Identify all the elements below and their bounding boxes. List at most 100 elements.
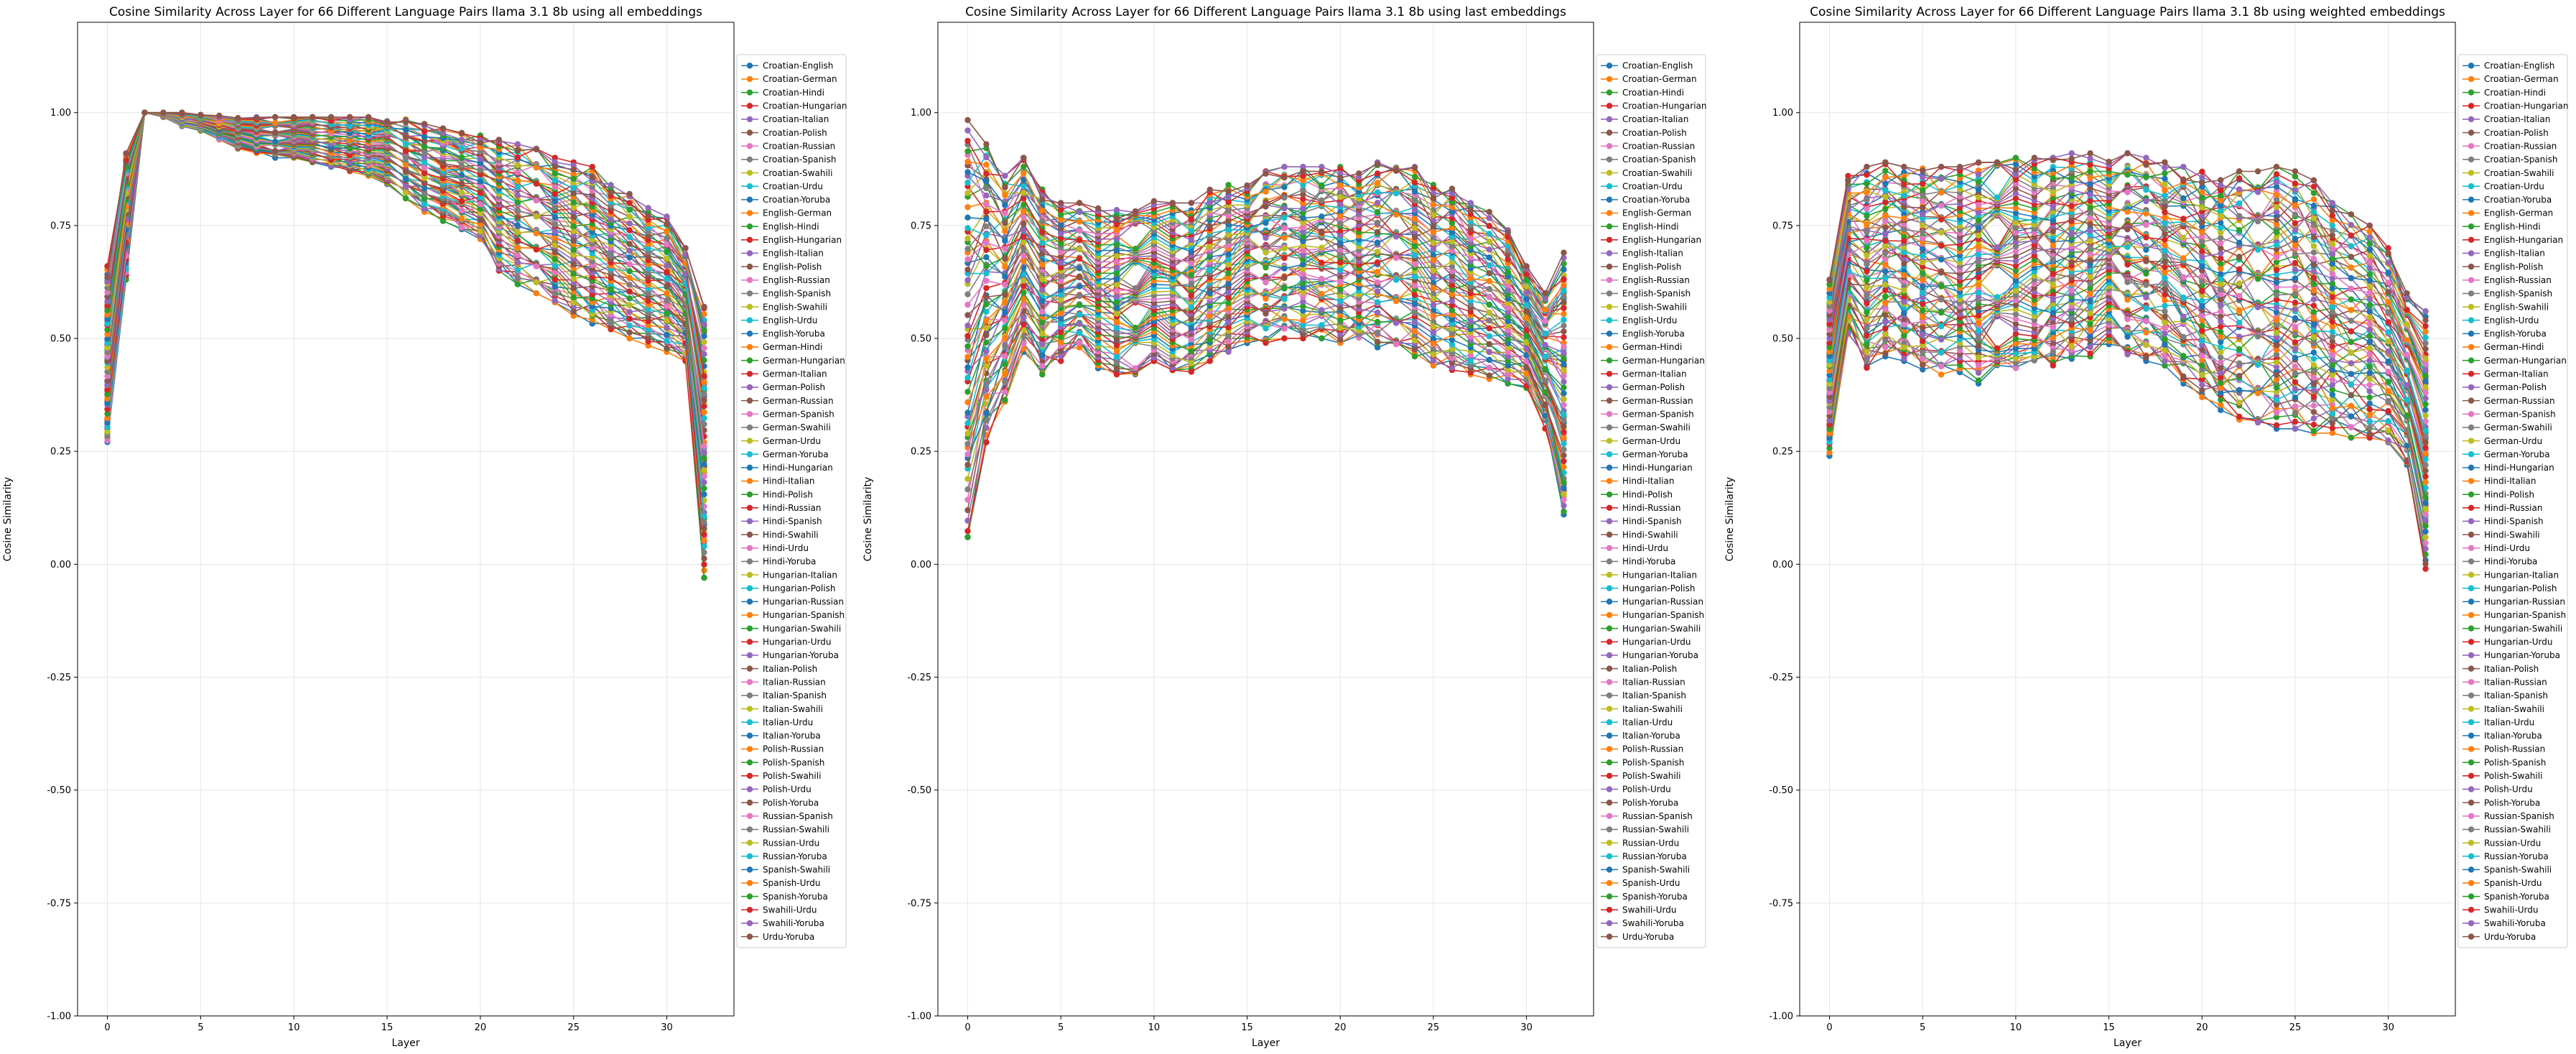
data-point [570, 213, 577, 221]
data-point [1225, 338, 1232, 345]
axes-frame [77, 22, 735, 1017]
data-point [1039, 330, 1046, 337]
data-point [1542, 389, 1548, 395]
data-point [1113, 353, 1120, 361]
data-point [1392, 277, 1400, 283]
data-point [983, 201, 990, 208]
legend-label: Croatian-Yoruba [1622, 195, 1690, 205]
data-point [1002, 246, 1008, 252]
data-point [1039, 251, 1046, 257]
data-point [983, 254, 990, 261]
series-line-croatian-hungarian [967, 323, 1565, 532]
data-point [983, 439, 990, 445]
legend-swatch-marker [746, 571, 753, 578]
data-point [1113, 336, 1120, 343]
data-point [964, 534, 971, 540]
data-point [310, 114, 316, 121]
legend-item: Croatian-German [741, 74, 837, 84]
data-point [1113, 259, 1120, 265]
data-point [514, 244, 521, 251]
data-point [1225, 280, 1232, 287]
data-point [346, 159, 353, 166]
y-tick-label: -0.75 [47, 898, 71, 909]
data-point [664, 269, 670, 275]
data-point [1002, 192, 1008, 199]
data-point [570, 285, 577, 292]
data-point [964, 169, 971, 175]
data-point [1113, 282, 1120, 288]
data-point [1225, 270, 1232, 277]
data-point [346, 130, 353, 137]
data-point [1113, 371, 1120, 378]
legend-swatch-marker [746, 545, 753, 551]
data-point [983, 170, 990, 177]
data-point [552, 170, 558, 177]
data-point [1542, 377, 1548, 384]
data-point [1561, 349, 1567, 356]
data-point [1113, 227, 1120, 234]
data-point [1188, 304, 1195, 310]
data-point [514, 281, 521, 287]
data-point [1430, 336, 1437, 342]
data-point [1300, 168, 1306, 175]
legend-item: German-Swahili [741, 422, 831, 433]
data-point [701, 339, 707, 346]
data-point [104, 307, 111, 313]
data-point [1337, 213, 1344, 220]
data-point [701, 391, 707, 397]
data-point [1505, 376, 1511, 382]
data-point [458, 180, 465, 187]
data-point [1561, 411, 1567, 418]
legend-label: German-Russian [1622, 396, 1693, 406]
legend-swatch-marker [746, 933, 753, 940]
data-point [1113, 293, 1120, 300]
data-point [964, 312, 971, 318]
data-point [1225, 343, 1232, 350]
data-point [1505, 331, 1511, 338]
legend-swatch-marker [1606, 196, 1613, 203]
data-point [477, 178, 484, 185]
data-point [964, 127, 971, 134]
data-point [1132, 324, 1139, 331]
data-point [160, 109, 167, 116]
legend-swatch-marker [746, 893, 753, 900]
data-point [1113, 241, 1120, 248]
data-point [514, 192, 521, 198]
data-point [1561, 379, 1567, 385]
data-point [1411, 337, 1418, 344]
data-point [1337, 293, 1344, 300]
data-point [1225, 262, 1232, 268]
data-point [664, 248, 670, 255]
legend-item: English-Urdu [741, 315, 817, 325]
data-point [1337, 305, 1344, 312]
data-point [1225, 348, 1232, 355]
data-point [1392, 211, 1400, 218]
data-point [104, 410, 111, 417]
data-point [1561, 323, 1567, 329]
data-point [1430, 323, 1437, 330]
legend-label: Croatian-Hindi [763, 88, 824, 98]
data-point [458, 172, 465, 178]
data-point [346, 114, 353, 121]
data-point [402, 154, 409, 161]
data-point [570, 204, 577, 211]
legend-item: German-Hungarian [741, 356, 845, 366]
legend-swatch-marker [1606, 210, 1613, 216]
data-point [1058, 241, 1064, 247]
legend-item: Polish-Spanish [741, 757, 824, 767]
legend-item: Russian-Urdu [741, 838, 819, 848]
legend-label: Hindi-Russian [763, 503, 821, 513]
x-tick-label: 15 [1241, 1022, 1253, 1033]
data-point [1002, 343, 1008, 350]
data-point [1113, 330, 1120, 337]
legend-item: Russian-Spanish [741, 811, 833, 821]
data-point [608, 182, 614, 188]
data-point [1486, 208, 1492, 216]
data-point [1020, 277, 1027, 284]
data-point [1188, 316, 1195, 323]
data-point [1002, 379, 1008, 385]
legend-item: Croatian-Russian [741, 141, 835, 151]
data-point [1561, 282, 1567, 288]
data-point [552, 159, 558, 165]
legend-item: English-Polish [741, 262, 822, 272]
